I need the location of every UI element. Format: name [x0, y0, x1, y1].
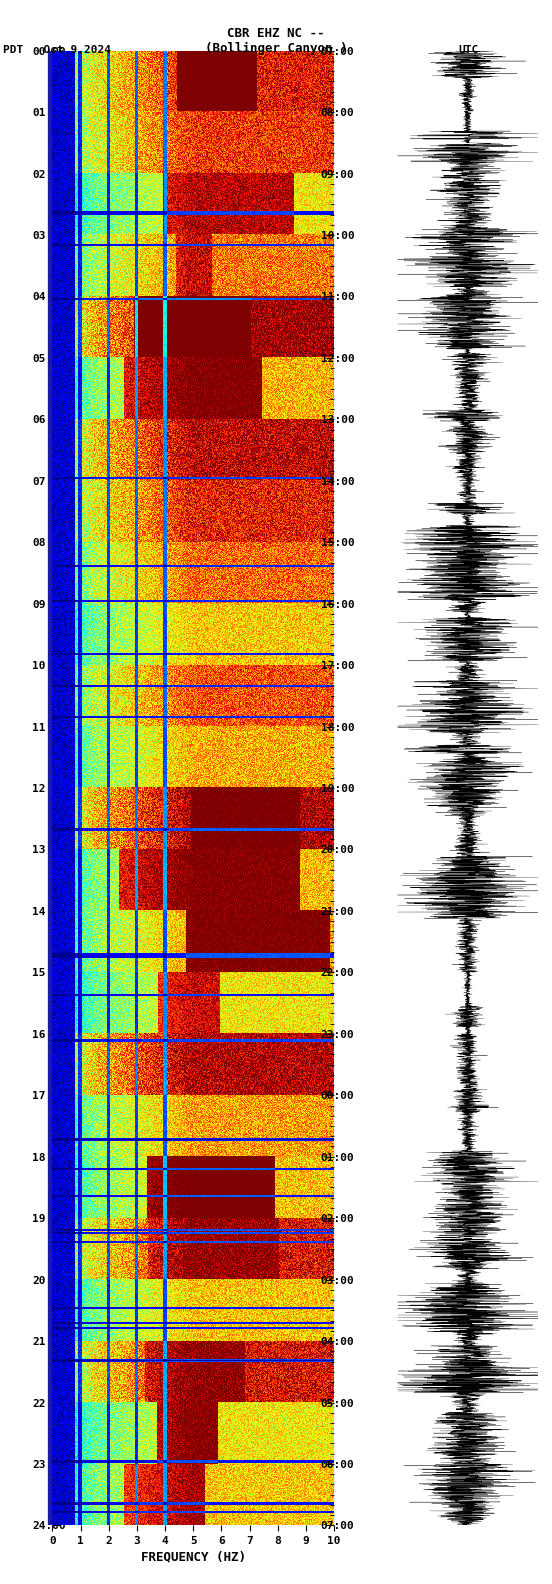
Text: (Bollinger Canyon ): (Bollinger Canyon ) [205, 43, 347, 55]
X-axis label: FREQUENCY (HZ): FREQUENCY (HZ) [141, 1551, 246, 1563]
Text: PDT   Oct 9,2024: PDT Oct 9,2024 [3, 46, 111, 55]
Text: CBR EHZ NC --: CBR EHZ NC -- [227, 27, 325, 40]
Text: UTC: UTC [458, 46, 479, 55]
